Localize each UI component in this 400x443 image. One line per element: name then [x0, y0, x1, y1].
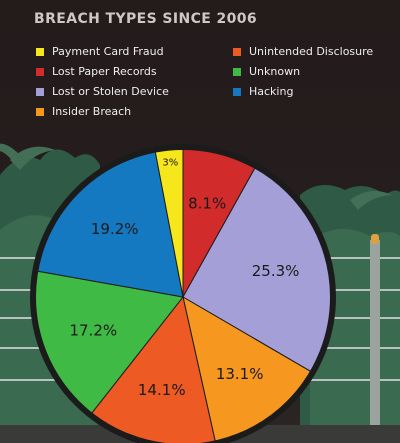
legend-item-unintended-disclosure: Unintended Disclosure — [233, 45, 373, 58]
legend-swatch — [36, 47, 44, 56]
legend-label: Insider Breach — [52, 105, 132, 118]
data-label: 14.1% — [138, 381, 186, 399]
legend-label: Lost or Stolen Device — [52, 85, 169, 98]
legend-swatch — [36, 87, 44, 96]
legend-item-lost-paper-records: Lost Paper Records — [36, 65, 157, 78]
legend-label: Payment Card Fraud — [52, 45, 164, 58]
legend-swatch — [233, 67, 241, 76]
data-label: 3% — [162, 158, 178, 169]
legend-item-insider-breach: Insider Breach — [36, 105, 131, 118]
pie-labels: 8.1% 25.3% 13.1% 14.1% 17.2% 19.2% 3% — [69, 158, 299, 400]
data-label: 8.1% — [188, 195, 226, 213]
legend-label: Lost Paper Records — [52, 65, 157, 78]
legend-item-lost-or-stolen-device: Lost or Stolen Device — [36, 85, 169, 98]
data-label: 17.2% — [69, 322, 117, 340]
legend-swatch — [36, 107, 44, 116]
data-label: 19.2% — [91, 220, 139, 238]
legend-swatch — [233, 87, 241, 96]
chart-title: BREACH TYPES SINCE 2006 — [34, 11, 258, 27]
legend-swatch — [233, 47, 241, 56]
legend-item-payment-card-fraud: Payment Card Fraud — [36, 45, 164, 58]
pie-outline — [30, 144, 336, 443]
legend-label: Unintended Disclosure — [249, 45, 374, 58]
data-label: 13.1% — [216, 365, 264, 383]
legend-label: Unknown — [249, 65, 301, 78]
legend-item-hacking: Hacking — [233, 85, 293, 98]
legend-label: Hacking — [249, 85, 294, 98]
legend-item-unknown: Unknown — [233, 65, 300, 78]
legend-swatch — [36, 67, 44, 76]
data-label: 25.3% — [252, 262, 300, 280]
pie-slices — [32, 146, 334, 443]
